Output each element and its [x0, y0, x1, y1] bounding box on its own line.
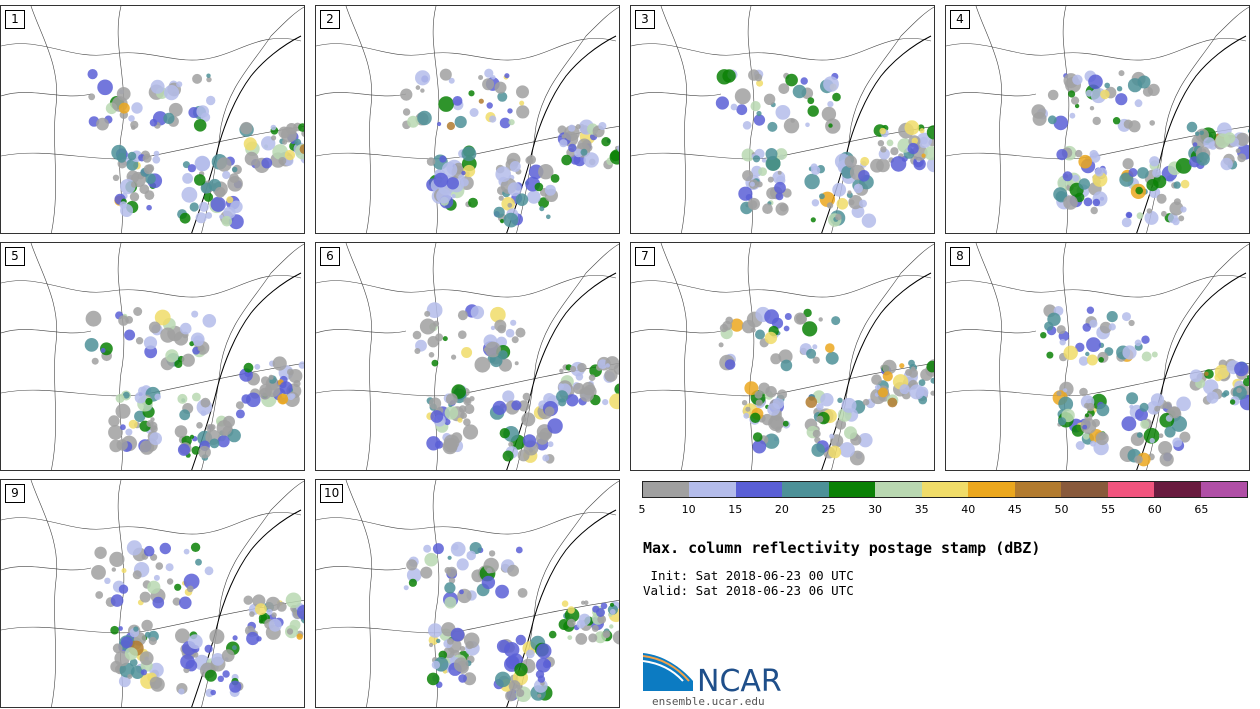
member-panel: 4 [945, 5, 1250, 234]
colorbar-segment [689, 482, 736, 497]
member-panel: 6 [315, 242, 620, 471]
member-number: 5 [5, 247, 25, 266]
member-panel: 5 [0, 242, 305, 471]
colorbar-segment [735, 482, 783, 497]
colorbar-tick-label: 35 [914, 503, 929, 516]
reflectivity-map [316, 243, 619, 470]
valid-time: Valid: Sat 2018-06-23 06 UTC [643, 583, 854, 598]
colorbar-tick-label: 50 [1054, 503, 1069, 516]
colorbar-segment [875, 482, 922, 497]
colorbar-segment [968, 482, 1015, 497]
member-number: 8 [950, 247, 970, 266]
colorbar-segment [828, 482, 876, 497]
reflectivity-map [316, 6, 619, 233]
colorbar-segment [1200, 482, 1248, 497]
colorbar-tick-label: 10 [681, 503, 696, 516]
reflectivity-map [946, 243, 1249, 470]
member-number: 1 [5, 10, 25, 29]
member-panel: 8 [945, 242, 1250, 471]
colorbar-segment [643, 482, 690, 497]
reflectivity-map [1, 6, 304, 233]
member-panel: 3 [630, 5, 935, 234]
reflectivity-map [631, 243, 934, 470]
reflectivity-map [946, 6, 1249, 233]
reflectivity-map [631, 6, 934, 233]
colorbar-segment [1061, 482, 1108, 497]
colorbar-ticks: 5 10 15 20 25 30 35 40 45 50 55 60 65 [638, 503, 1248, 517]
colorbar-tick-label: 40 [961, 503, 976, 516]
reflectivity-map [1, 243, 304, 470]
init-time: Init: Sat 2018-06-23 00 UTC [643, 568, 854, 583]
member-number: 10 [320, 484, 344, 503]
member-panel: 7 [630, 242, 935, 471]
colorbar-segment [1154, 482, 1201, 497]
colorbar-tick-label: 25 [821, 503, 836, 516]
member-panel: 1 [0, 5, 305, 234]
member-number: 7 [635, 247, 655, 266]
member-number: 6 [320, 247, 340, 266]
colorbar-tick-label: 15 [728, 503, 743, 516]
member-number: 3 [635, 10, 655, 29]
member-panel: 10 [315, 479, 620, 708]
ncar-logo-text: NCAR [697, 664, 782, 695]
colorbar [642, 481, 1248, 498]
colorbar-tick-label: 20 [774, 503, 789, 516]
colorbar-tick-label: 65 [1194, 503, 1209, 516]
reflectivity-map [1, 480, 304, 707]
reflectivity-map [316, 480, 619, 707]
colorbar-segment [1014, 482, 1062, 497]
member-number: 2 [320, 10, 340, 29]
colorbar-tick-label: 45 [1007, 503, 1022, 516]
colorbar-tick-label: 55 [1101, 503, 1116, 516]
colorbar-tick-label: 30 [868, 503, 883, 516]
colorbar-segment [921, 482, 969, 497]
member-number: 4 [950, 10, 970, 29]
colorbar-segment [782, 482, 829, 497]
colorbar-tick-label: 60 [1147, 503, 1162, 516]
member-panel: 2 [315, 5, 620, 234]
plot-title: Max. column reflectivity postage stamp (… [643, 539, 1041, 557]
website-url: ensemble.ucar.edu [652, 695, 765, 708]
colorbar-segment [1107, 482, 1155, 497]
member-number: 9 [5, 484, 25, 503]
colorbar-tick-label: 5 [638, 503, 646, 516]
ncar-logo: NCAR [642, 653, 793, 699]
member-panel: 9 [0, 479, 305, 708]
